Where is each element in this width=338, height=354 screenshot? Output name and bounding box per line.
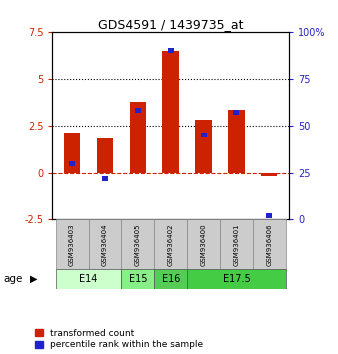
Bar (200, 133, 207, 137)
Bar (135, 108, 141, 113)
Bar (187, 219, 220, 269)
Bar (129, 102, 146, 172)
Bar (154, 219, 187, 269)
Bar (89, 219, 121, 269)
Bar (253, 219, 286, 269)
Text: E14: E14 (79, 274, 98, 284)
Text: GSM936401: GSM936401 (234, 223, 239, 266)
Bar (64, 133, 80, 172)
Bar (56, 219, 89, 269)
Bar (121, 219, 154, 269)
Bar (154, 269, 187, 289)
Bar (228, 110, 245, 172)
Bar (195, 120, 212, 172)
Bar (187, 269, 286, 289)
Text: GSM936402: GSM936402 (168, 223, 174, 266)
Bar (121, 269, 154, 289)
Bar (56, 269, 121, 289)
Bar (69, 161, 75, 166)
Bar (168, 48, 174, 53)
Text: E15: E15 (128, 274, 147, 284)
Text: ▶: ▶ (30, 274, 38, 284)
Text: E16: E16 (162, 274, 180, 284)
Text: GSM936406: GSM936406 (266, 223, 272, 266)
Text: E17.5: E17.5 (222, 274, 250, 284)
Text: age: age (3, 274, 23, 284)
Bar (266, 213, 272, 218)
Bar (220, 219, 253, 269)
Bar (97, 138, 113, 172)
Bar (102, 176, 108, 181)
Legend: transformed count, percentile rank within the sample: transformed count, percentile rank withi… (35, 329, 203, 349)
Text: GSM936400: GSM936400 (200, 223, 207, 266)
Bar (163, 51, 179, 172)
Title: GDS4591 / 1439735_at: GDS4591 / 1439735_at (98, 18, 243, 31)
Text: GSM936404: GSM936404 (102, 223, 108, 266)
Bar (261, 172, 277, 176)
Bar (234, 110, 239, 115)
Text: GSM936405: GSM936405 (135, 223, 141, 266)
Text: GSM936403: GSM936403 (69, 223, 75, 266)
